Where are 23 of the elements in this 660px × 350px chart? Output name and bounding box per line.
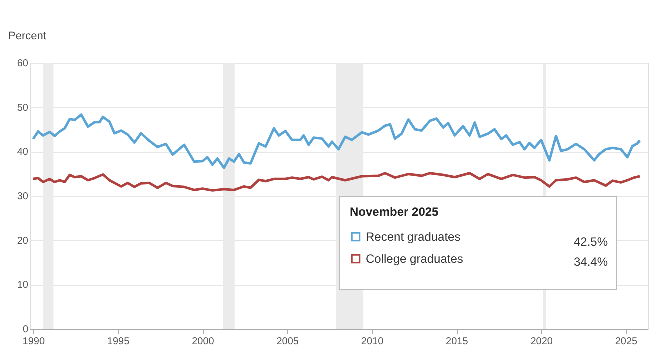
x-tick-label: 2000 <box>192 336 215 348</box>
y-tick-label: 30 <box>17 192 29 202</box>
annotation: 34.4% <box>574 255 608 269</box>
x-tick-label: 1995 <box>107 336 130 348</box>
legend-label: Recent graduates <box>366 230 461 244</box>
y-tick-label: 40 <box>17 147 29 158</box>
annotation: 42.5% <box>574 235 608 249</box>
legend-label: College graduates <box>366 252 464 266</box>
x-tick-label: 1990 <box>22 336 46 348</box>
x-tick-label: 2015 <box>446 336 469 348</box>
x-tick-label: 2020 <box>530 336 554 348</box>
y-tick-label: 60 <box>17 58 29 70</box>
legend-title: November 2025 <box>350 205 440 219</box>
y-axis-title: Percent <box>8 30 46 42</box>
line-series <box>32 114 642 170</box>
y-tick-label: 20 <box>17 236 29 247</box>
y-tick-label: 50 <box>17 102 29 114</box>
x-tick-label: 2010 <box>361 336 384 348</box>
line-series <box>32 172 642 192</box>
x-tick-label: 2025 <box>615 336 638 348</box>
y-tick-label: 10 <box>17 280 29 292</box>
y-tick-label: 0 <box>22 324 29 336</box>
x-tick-label: 2005 <box>276 336 300 348</box>
